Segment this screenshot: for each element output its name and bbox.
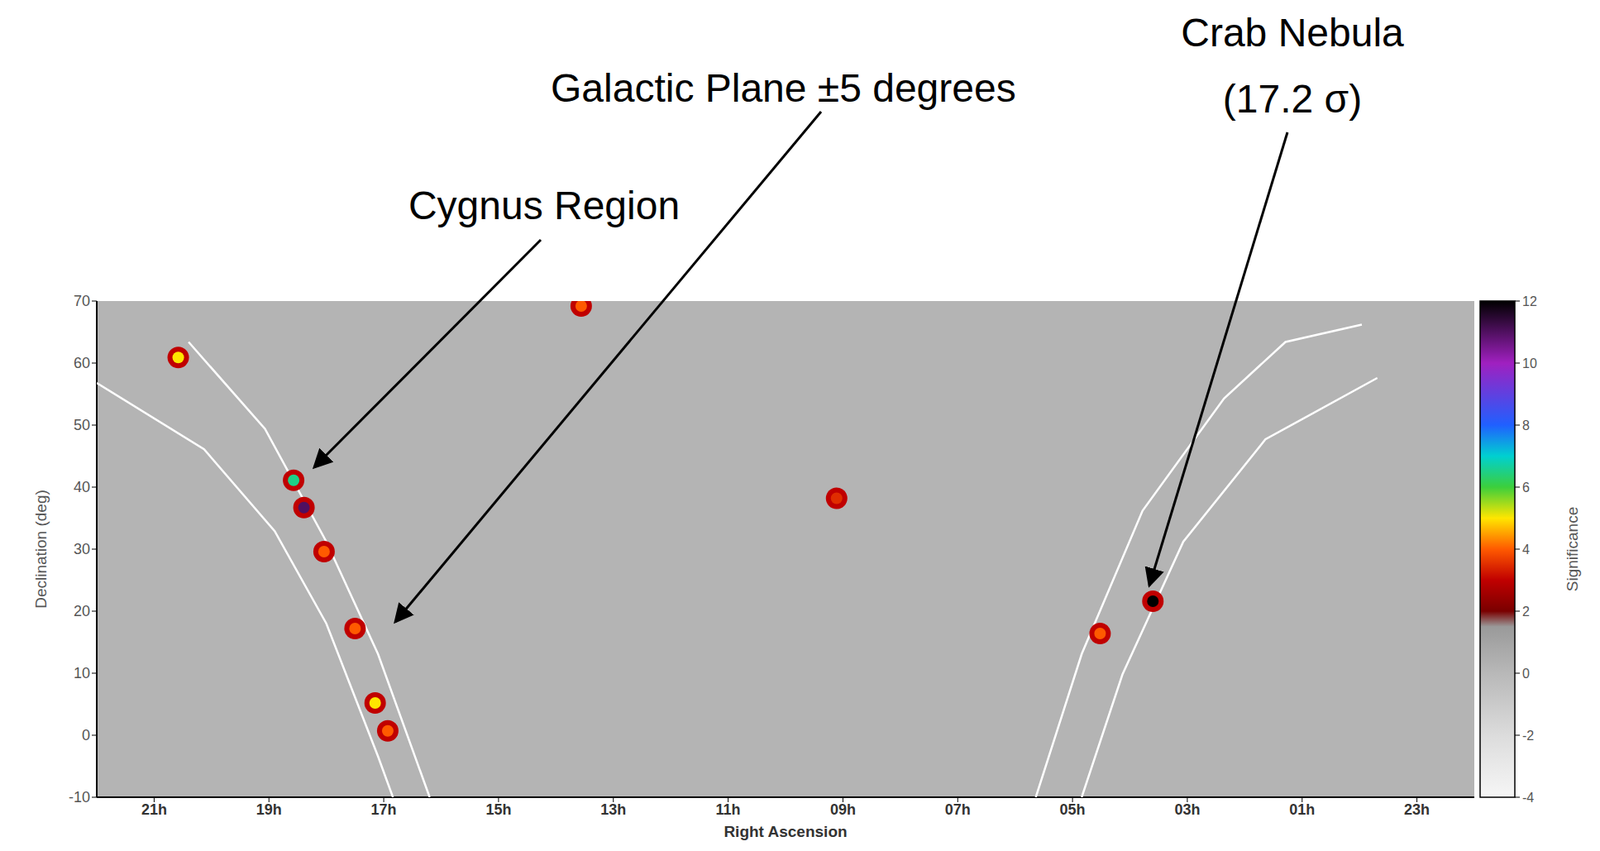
svg-text:05h: 05h	[1060, 801, 1086, 818]
svg-text:Cygnus Region: Cygnus Region	[408, 183, 680, 228]
svg-text:Significance: Significance	[1563, 506, 1581, 592]
svg-text:Galactic Plane ±5 degrees: Galactic Plane ±5 degrees	[550, 66, 1017, 110]
svg-text:6: 6	[1522, 480, 1530, 495]
svg-text:-2: -2	[1522, 728, 1534, 743]
svg-text:0: 0	[81, 726, 91, 744]
svg-text:40: 40	[73, 478, 91, 496]
svg-text:Right Ascension: Right Ascension	[723, 822, 847, 841]
svg-text:13h: 13h	[600, 801, 626, 818]
svg-text:60: 60	[73, 354, 91, 372]
svg-text:2: 2	[1522, 604, 1530, 619]
svg-text:70: 70	[73, 292, 91, 310]
svg-text:0: 0	[1522, 666, 1530, 681]
svg-text:30: 30	[73, 540, 91, 558]
svg-text:15h: 15h	[485, 801, 512, 818]
svg-text:17h: 17h	[371, 801, 397, 818]
svg-text:-10: -10	[68, 788, 91, 806]
svg-text:-4: -4	[1522, 790, 1534, 805]
svg-text:23h: 23h	[1404, 801, 1430, 818]
svg-text:11h: 11h	[716, 801, 741, 818]
svg-text:4: 4	[1522, 542, 1530, 557]
svg-text:Crab Nebula: Crab Nebula	[1180, 10, 1405, 55]
svg-text:20: 20	[73, 602, 91, 620]
svg-text:01h: 01h	[1289, 801, 1315, 818]
svg-text:19h: 19h	[256, 801, 282, 818]
svg-text:09h: 09h	[830, 801, 856, 818]
svg-text:12: 12	[1522, 294, 1538, 309]
svg-text:03h: 03h	[1174, 801, 1200, 818]
svg-text:(17.2 σ): (17.2 σ)	[1222, 76, 1362, 121]
svg-text:8: 8	[1522, 418, 1530, 433]
svg-text:21h: 21h	[141, 801, 168, 818]
svg-text:Declination (deg): Declination (deg)	[32, 489, 50, 609]
svg-text:10: 10	[73, 664, 91, 682]
svg-text:07h: 07h	[945, 801, 971, 818]
svg-text:50: 50	[73, 416, 91, 434]
svg-text:10: 10	[1522, 356, 1538, 371]
